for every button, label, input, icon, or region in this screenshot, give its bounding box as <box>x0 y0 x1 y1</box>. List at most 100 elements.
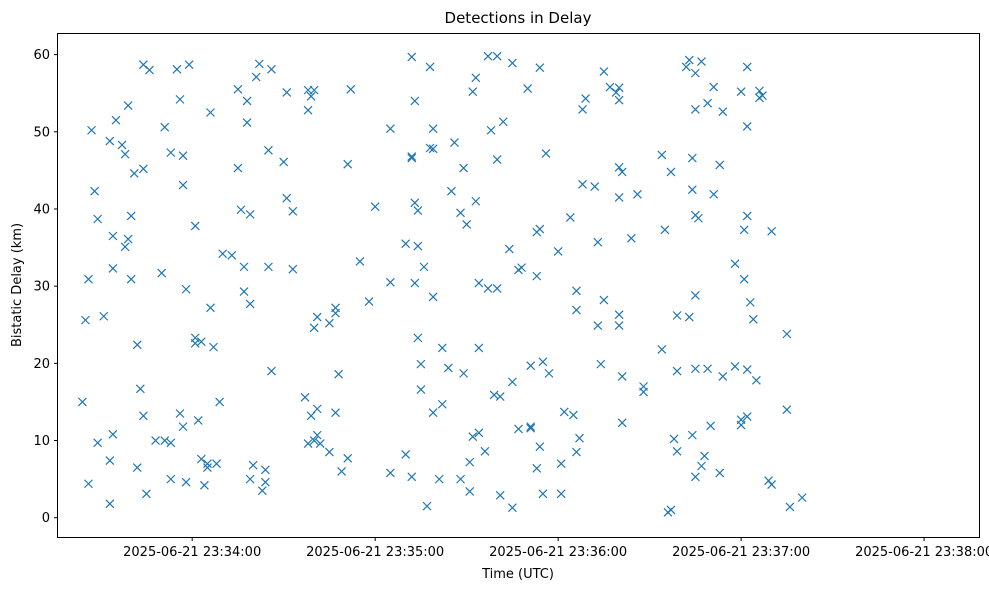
data-point <box>181 477 191 487</box>
data-point <box>694 213 703 223</box>
data-point <box>483 284 493 293</box>
data-point <box>84 479 93 489</box>
data-point <box>99 311 109 321</box>
data-point <box>614 162 624 172</box>
data-point <box>581 94 591 104</box>
data-point <box>138 164 148 174</box>
data-point <box>450 138 459 148</box>
data-point <box>474 278 484 288</box>
data-point <box>233 163 243 173</box>
data-point <box>736 415 746 425</box>
data-point <box>385 124 395 134</box>
data-point <box>160 122 170 132</box>
x-axis-title: Time (UTC) <box>481 567 554 582</box>
data-point <box>526 361 536 371</box>
data-point <box>666 505 676 515</box>
data-point <box>517 263 526 273</box>
data-point <box>532 463 542 473</box>
data-point <box>193 416 203 425</box>
data-point <box>190 221 200 231</box>
data-point <box>742 62 752 72</box>
data-point <box>687 153 697 163</box>
data-point <box>666 167 676 177</box>
x-axis-ticks: 2025-06-21 23:34:00 2025-06-21 23:35:00 20… <box>123 537 989 560</box>
data-point <box>84 274 93 284</box>
data-point <box>730 362 740 371</box>
chart-title: Detections in Delay <box>445 9 592 27</box>
data-point <box>657 150 667 160</box>
y-tick-label: 0 <box>42 511 50 526</box>
data-point <box>742 412 752 422</box>
data-point <box>742 121 752 131</box>
data-point <box>175 94 185 104</box>
data-point <box>572 447 581 457</box>
data-point <box>596 359 606 369</box>
y-tick-label: 40 <box>33 202 50 217</box>
data-point <box>599 67 609 77</box>
data-point <box>190 333 200 343</box>
data-point <box>483 51 493 61</box>
data-point <box>703 364 713 374</box>
data-point <box>218 249 228 259</box>
data-point <box>233 84 243 94</box>
data-point <box>578 179 587 189</box>
data-point <box>553 247 563 256</box>
data-point <box>334 369 343 379</box>
data-point <box>312 312 322 322</box>
data-point <box>407 152 417 161</box>
data-point <box>132 463 142 472</box>
data-point <box>532 271 542 281</box>
data-point <box>248 460 258 470</box>
data-point <box>212 459 222 469</box>
data-point <box>145 65 154 75</box>
y-tick-label: 20 <box>33 357 50 372</box>
data-point <box>486 125 496 135</box>
data-point <box>633 189 642 199</box>
data-point <box>178 422 188 432</box>
data-point <box>132 340 142 350</box>
data-point <box>196 454 206 464</box>
data-point <box>410 96 420 106</box>
data-point <box>160 436 170 445</box>
data-point <box>465 487 475 496</box>
y-axis-ticks: 0 10 20 30 40 50 60 <box>33 48 58 526</box>
y-tick-label: 60 <box>33 48 50 63</box>
data-point <box>690 104 700 114</box>
data-point <box>303 439 313 449</box>
data-point <box>498 117 508 127</box>
data-point <box>504 244 514 254</box>
data-point <box>416 385 426 395</box>
data-point <box>748 314 758 324</box>
data-point <box>343 453 353 463</box>
data-point <box>254 59 264 69</box>
data-point <box>456 474 465 484</box>
data-point <box>690 290 700 300</box>
points-layer <box>77 51 807 517</box>
y-axis-title: Bistatic Delay (km) <box>10 223 25 347</box>
plot-frame <box>57 33 980 538</box>
data-point <box>385 277 395 287</box>
data-point <box>428 292 438 302</box>
y-tick-label: 50 <box>33 125 50 140</box>
data-point <box>260 465 270 475</box>
data-point <box>123 234 133 244</box>
data-point <box>242 96 252 106</box>
data-point <box>703 98 713 108</box>
data-point <box>782 329 792 339</box>
data-point <box>337 466 347 476</box>
data-point <box>471 196 481 206</box>
data-point <box>572 286 581 296</box>
data-point <box>300 392 310 402</box>
data-point <box>687 430 697 440</box>
data-point <box>544 368 554 378</box>
data-point <box>172 64 182 74</box>
data-point <box>419 262 429 272</box>
data-point <box>401 449 411 459</box>
data-point <box>267 64 276 74</box>
data-point <box>385 468 395 478</box>
data-point <box>306 91 316 101</box>
data-point <box>687 185 697 195</box>
data-point <box>556 489 566 499</box>
data-point <box>767 226 777 236</box>
data-point <box>142 489 151 499</box>
